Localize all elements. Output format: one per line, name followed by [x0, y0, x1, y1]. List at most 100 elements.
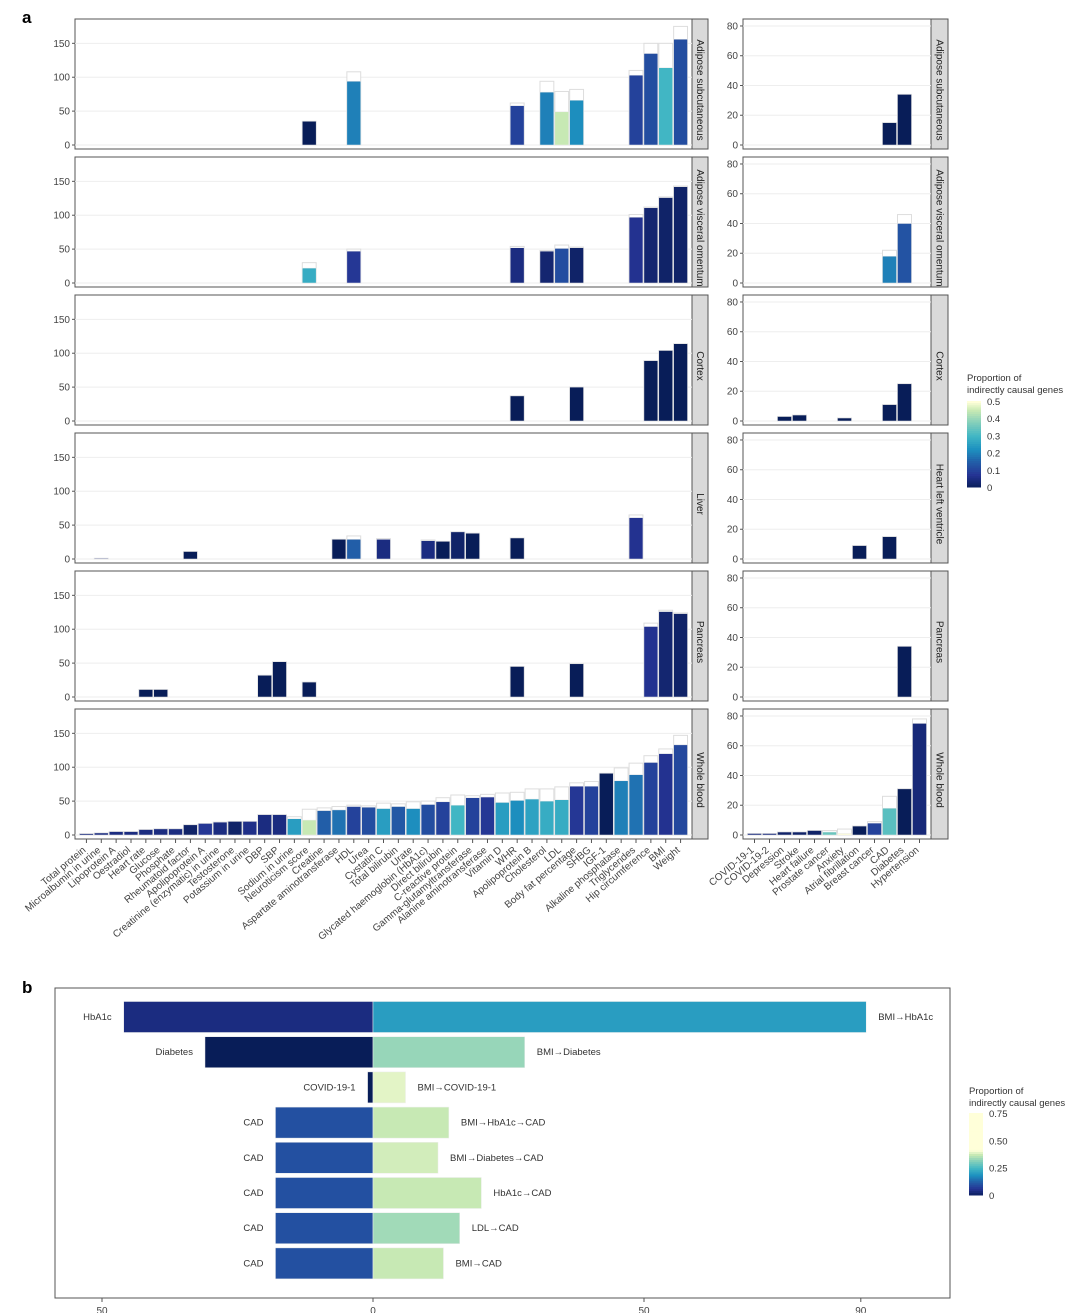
right-bar-label: HbA1c→CAD: [493, 1188, 551, 1199]
bar-direct: [867, 822, 882, 836]
bar-direct: [882, 255, 897, 284]
colorbar-segment: [967, 409, 981, 413]
bar-direct: [897, 788, 912, 836]
panel-b-row: CAD LDL→CAD: [243, 1212, 519, 1244]
bar-direct: [837, 417, 852, 422]
colorbar-segment: [967, 403, 981, 406]
colorbar-segment: [969, 1182, 983, 1186]
panel-b-row: COVID-19-1 BMI→COVID-19-1: [303, 1071, 496, 1104]
traits-facet: Adipose visceral omentum 0 50 100 150: [53, 156, 709, 290]
colorbar-segment: [967, 424, 981, 428]
colorbar-segment: [967, 426, 981, 430]
right-bar: [372, 1001, 867, 1033]
left-bar: [275, 1247, 374, 1280]
y-tick-label: 50: [59, 107, 71, 118]
colorbar-segment: [969, 1131, 983, 1134]
colorbar-segment: [969, 1149, 983, 1153]
colorbar-tick-label: 0.4: [987, 414, 1000, 425]
y-tick-label: 0: [64, 693, 70, 704]
bar-direct: [807, 830, 822, 836]
bar-direct: [420, 804, 436, 836]
bar-direct: [94, 832, 109, 836]
colorbar-segment: [969, 1137, 983, 1141]
y-tick-label: 0: [64, 417, 70, 428]
y-tick-label: 150: [53, 315, 70, 326]
panel-b-row: HbA1c BMI→HbA1c: [83, 1001, 933, 1033]
y-tick-label: 0: [732, 555, 738, 566]
right-bar-label: BMI→HbA1c→CAD: [461, 1118, 546, 1129]
left-bar-label: HbA1c: [83, 1012, 112, 1023]
bar-direct: [777, 831, 792, 836]
colorbar-segment: [969, 1143, 983, 1147]
y-tick-label: 0: [732, 693, 738, 704]
colorbar-segment: [969, 1125, 983, 1128]
diseases-facet: Heart left ventricle 0 20 40 60 80: [727, 432, 949, 566]
bar-direct: [897, 223, 912, 284]
bar-direct: [510, 395, 525, 422]
y-tick-label: 50: [59, 797, 71, 808]
colorbar-tick-label: 0: [989, 1191, 994, 1202]
y-tick-label: 20: [727, 801, 739, 812]
colorbar-segment: [967, 482, 981, 486]
legend-a-title-2: indirectly causal genes: [967, 385, 1063, 396]
bar-direct: [599, 773, 614, 836]
bar-direct: [539, 91, 555, 146]
y-tick-label: 0: [732, 831, 738, 842]
bar-direct: [539, 250, 555, 284]
bar-direct: [897, 383, 912, 422]
bar-direct: [94, 558, 109, 560]
panel-b-row: CAD BMI→HbA1c→CAD: [243, 1106, 546, 1139]
colorbar-segment: [967, 433, 981, 436]
y-tick-label: 40: [727, 633, 739, 644]
facet-strip: [691, 570, 709, 702]
colorbar-segment: [967, 469, 981, 473]
right-bar: [372, 1036, 526, 1068]
bar-direct: [183, 824, 198, 836]
bar-direct: [673, 744, 688, 836]
panel-b-row: CAD HbA1c→CAD: [243, 1177, 552, 1209]
colorbar-segment: [967, 431, 981, 434]
bar-direct: [480, 796, 495, 836]
colorbar-segment: [969, 1176, 983, 1180]
colorbar-segment: [967, 405, 981, 408]
y-tick-label: 20: [727, 249, 739, 260]
bar-direct: [376, 539, 391, 560]
left-bar-label: COVID-19-1: [303, 1082, 355, 1093]
plot-frame: [74, 570, 693, 702]
bar-direct: [302, 681, 317, 698]
y-tick-label: 60: [727, 741, 739, 752]
colorbar-segment: [969, 1113, 983, 1116]
colorbar-segment: [967, 452, 981, 456]
bar-direct: [123, 831, 139, 836]
facet-strip-label: Whole blood: [694, 752, 705, 808]
colorbar-segment: [967, 461, 981, 464]
bar-direct: [376, 808, 391, 836]
bar-direct: [539, 800, 555, 836]
right-bar-label: BMI→Diabetes: [537, 1047, 601, 1058]
y-tick-label: 80: [727, 159, 739, 170]
y-tick-label: 80: [727, 21, 739, 32]
facet-strip: [930, 156, 949, 288]
left-bar-label: Diabetes: [155, 1047, 193, 1058]
bar-direct: [673, 343, 688, 422]
bar-direct: [212, 821, 228, 836]
facet-strip: [930, 18, 949, 150]
bar-direct: [658, 611, 673, 698]
bar-direct: [658, 67, 673, 146]
facet-strip-label: Cortex: [934, 351, 945, 380]
bar-direct: [465, 532, 480, 560]
bar-direct: [673, 613, 688, 698]
bar-direct: [643, 626, 659, 698]
left-bar: [275, 1177, 374, 1209]
x-tick-label: 0: [370, 1306, 376, 1313]
bar-direct: [510, 666, 525, 698]
traits-facet: Pancreas 0 50 100 150: [53, 570, 709, 704]
traits-facet: Cortex 0 50 100 150: [53, 294, 709, 428]
facet-strip-label: Pancreas: [934, 621, 945, 663]
plot-frame: [74, 18, 693, 150]
colorbar-segment: [969, 1180, 983, 1184]
bar-direct: [613, 780, 629, 836]
bar-direct: [227, 821, 243, 836]
